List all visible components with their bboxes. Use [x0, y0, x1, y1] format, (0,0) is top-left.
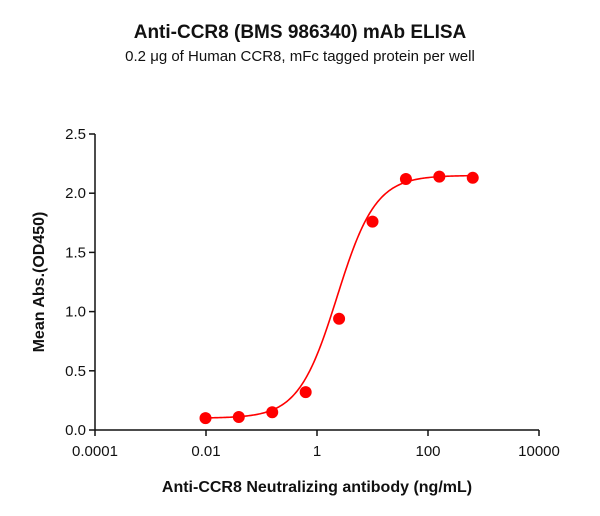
- y-tick-label: 2.5: [65, 126, 86, 143]
- data-point: [333, 312, 346, 325]
- data-point: [466, 171, 479, 184]
- data-point: [232, 410, 245, 423]
- x-tick-label: 0.0001: [72, 443, 118, 460]
- x-axis-label: Anti-CCR8 Neutralizing antibody (ng/mL): [162, 479, 472, 496]
- data-points: [199, 170, 479, 425]
- x-tick-label: 10000: [518, 443, 560, 460]
- data-point: [199, 412, 212, 425]
- axes: 0.0 0.5 1.0 1.5 2.0 2.5 0.0001 0.01 1 100 10000: [65, 126, 560, 460]
- y-tick-label: 1.0: [65, 304, 86, 321]
- x-tick-label: 100: [415, 443, 440, 460]
- data-point: [399, 172, 412, 185]
- fit-curve: [205, 174, 473, 419]
- x-tick-label: 0.01: [191, 443, 220, 460]
- data-point: [366, 215, 379, 228]
- x-tick-label: 1: [313, 443, 321, 460]
- data-point: [299, 386, 312, 399]
- chart-title: Anti-CCR8 (BMS 986340) mAb ELISA: [133, 22, 467, 43]
- y-tick-label: 2.0: [65, 185, 86, 202]
- data-point: [433, 170, 446, 183]
- y-tick-label: 1.5: [65, 244, 86, 261]
- data-point: [266, 406, 279, 419]
- y-tick-label: 0.0: [65, 422, 86, 439]
- y-tick-label: 0.5: [65, 363, 86, 380]
- y-axis-label: Mean Abs.(OD450): [31, 212, 48, 353]
- chart-subtitle: 0.2 μg of Human CCR8, mFc tagged protein…: [125, 48, 475, 65]
